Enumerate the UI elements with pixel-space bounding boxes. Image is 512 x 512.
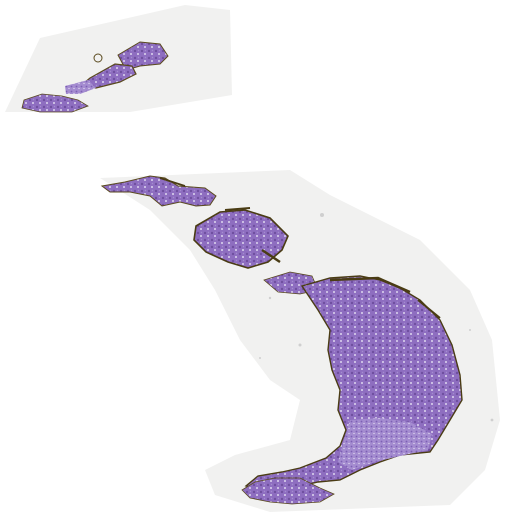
- debris-specks: [259, 213, 494, 422]
- tissue-fragment-small: [21, 41, 169, 113]
- tissue-specimen-large: [100, 175, 463, 505]
